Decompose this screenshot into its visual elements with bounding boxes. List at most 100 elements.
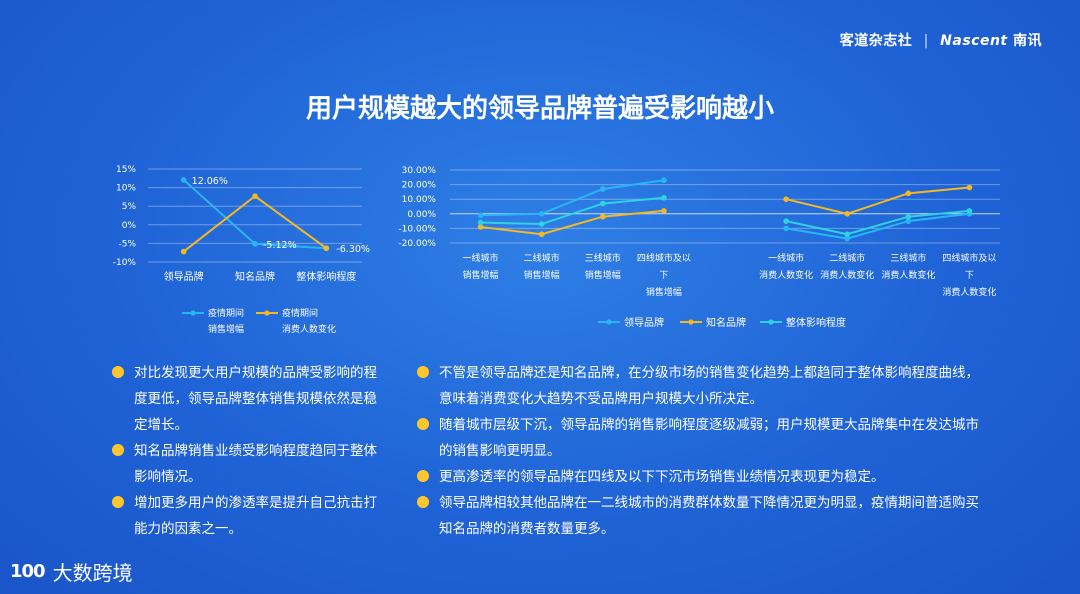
series-line xyxy=(785,209,970,236)
x-tick-label: 消费人数变化 xyxy=(820,269,874,281)
data-point xyxy=(905,190,912,197)
legend-marker xyxy=(768,319,774,325)
brand-en-cn: 南讯 xyxy=(1013,33,1042,49)
bullet-dot-icon xyxy=(112,496,124,508)
data-point xyxy=(905,213,912,220)
data-point xyxy=(538,211,545,217)
data-point xyxy=(783,225,789,232)
page-title: 用户规模越大的领导品牌普遍受影响越小 xyxy=(305,94,774,124)
y-tick-label: -5% xyxy=(118,239,136,249)
x-tick-label: 消费人数变化 xyxy=(881,269,935,281)
data-label: -6.30% xyxy=(336,244,370,255)
legend-label: 整体影响程度 xyxy=(786,316,846,329)
y-tick-label: 10% xyxy=(116,184,136,194)
logo-text: 大数跨境 xyxy=(52,561,133,585)
bullet-item: 不管是领导品牌还是知名品牌，在分级市场的销售变化趋势上都趋同于整体影响程度曲线，… xyxy=(417,360,992,412)
data-point xyxy=(661,177,667,184)
legend-label: 领导品牌 xyxy=(624,316,664,329)
data-point xyxy=(966,208,973,214)
y-tick-label: 0.00% xyxy=(407,210,436,220)
bullet-text: 随着城市层级下沉，领导品牌的销售影响程度逐级减弱；用户规模更大品牌集中在发达城市… xyxy=(439,417,979,459)
brand-en: Nascent xyxy=(940,33,1008,49)
x-tick-label: 下 xyxy=(659,271,668,281)
data-point xyxy=(252,241,258,247)
bullet-text: 增加更多用户的渗透率是提升自己抗击打能力的因素之一。 xyxy=(134,495,377,537)
bullet-item: 增加更多用户的渗透率是提升自己抗击打能力的因素之一。 xyxy=(112,490,387,542)
series-line xyxy=(182,179,327,250)
y-tick-label: -10.00% xyxy=(398,224,436,234)
data-point xyxy=(844,231,851,238)
y-tick-label: -10% xyxy=(113,258,137,268)
bullet-item: 更高渗透率的领导品牌在四线及以下下沉市场销售业绩情况表现更为稳定。 xyxy=(417,464,992,490)
x-tick-label: 二线城市 xyxy=(829,252,865,264)
data-point xyxy=(599,200,606,207)
bullet-text: 领导品牌相较其他品牌在一二线城市的消费群体数量下降情况更为明显，疫情期间普适购买… xyxy=(439,495,979,537)
legend-marker xyxy=(190,310,196,316)
y-tick-label: 30.00% xyxy=(402,166,437,176)
bullet-dot-icon xyxy=(417,366,429,378)
x-tick-label: 销售增幅 xyxy=(524,269,560,281)
y-tick-label: 5% xyxy=(122,202,137,212)
bullet-item: 随着城市层级下沉，领导品牌的销售影响程度逐级减弱；用户规模更大品牌集中在发达城市… xyxy=(417,412,992,464)
data-point xyxy=(180,177,187,183)
bullet-dot-icon xyxy=(112,444,124,456)
x-tick-label: 领导品牌 xyxy=(164,270,204,283)
series-line xyxy=(785,186,970,215)
bullet-text: 知名品牌销售业绩受影响程度趋同于整体影响情况。 xyxy=(134,443,377,485)
footer-logo: 100 大数跨境 xyxy=(10,557,133,586)
bullets-left: 对比发现更大用户规模的品牌受影响的程度更低，领导品牌整体销售规模依然是稳定增长。… xyxy=(112,360,387,542)
x-tick-label: 下 xyxy=(965,271,974,281)
data-label: -5.12% xyxy=(263,240,297,251)
x-tick-label: 四线城市及以 xyxy=(942,252,996,264)
x-tick-label: 销售增幅 xyxy=(585,269,621,281)
data-point xyxy=(844,235,851,242)
data-label: 12.06% xyxy=(192,176,228,187)
bullet-dot-icon xyxy=(417,496,429,508)
series-line xyxy=(480,196,664,226)
y-tick-label: 20.00% xyxy=(402,181,437,191)
legend-label: 疫情期间 xyxy=(282,307,318,319)
series-line xyxy=(480,209,664,236)
x-tick-label: 消费人数变化 xyxy=(942,286,996,298)
legend-label: 疫情期间 xyxy=(208,307,244,319)
legend-label: 消费人数变化 xyxy=(282,323,336,335)
data-point xyxy=(844,211,851,217)
y-tick-label: 15% xyxy=(116,165,136,175)
bullet-dot-icon xyxy=(417,470,429,482)
data-point xyxy=(966,184,973,191)
data-point xyxy=(252,193,258,199)
bullet-text: 对比发现更大用户规模的品牌受影响的程度更低，领导品牌整体销售规模依然是稳定增长。 xyxy=(134,365,377,433)
chart-right: 30.00% 20.00% 10.00% 0.00% -10.00% -20.00% 一线城… xyxy=(398,166,1000,329)
data-point xyxy=(905,218,912,224)
x-tick-label: 三线城市 xyxy=(890,252,926,264)
bullet-text: 更高渗透率的领导品牌在四线及以下下沉市场销售业绩情况表现更为稳定。 xyxy=(439,469,885,485)
data-point xyxy=(180,248,187,255)
data-point xyxy=(477,224,484,230)
x-tick-label: 消费人数变化 xyxy=(759,269,813,281)
bullet-dot-icon xyxy=(112,366,124,378)
data-point xyxy=(661,208,667,214)
series-line xyxy=(785,212,970,240)
legend-label: 知名品牌 xyxy=(706,316,746,329)
data-point xyxy=(783,196,789,202)
series-line xyxy=(480,179,665,217)
x-tick-label: 知名品牌 xyxy=(235,270,275,283)
brand-header: 客道杂志社 | Nascent 南讯 xyxy=(840,30,1042,50)
y-tick-label: -20.00% xyxy=(398,239,436,249)
brand-separator: | xyxy=(923,33,929,49)
bullet-item: 领导品牌相较其他品牌在一二线城市的消费群体数量下降情况更为明显，疫情期间普适购买… xyxy=(417,490,992,542)
chart-left: 15% 10% 5% 0% -5% -10% 领导品牌 知名品牌 整体影响程度 12.06% -5.… xyxy=(113,165,370,335)
bullet-text: 不管是领导品牌还是知名品牌，在分级市场的销售变化趋势上都趋同于整体影响程度曲线，… xyxy=(439,365,979,407)
data-point xyxy=(783,218,789,224)
x-tick-label: 一线城市 xyxy=(768,252,804,264)
data-point xyxy=(323,245,330,252)
x-tick-label: 一线城市 xyxy=(463,252,499,264)
y-tick-label: 0% xyxy=(122,221,137,231)
legend-marker xyxy=(688,319,694,325)
x-tick-label: 四线城市及以 xyxy=(637,252,691,264)
bullet-item: 知名品牌销售业绩受影响程度趋同于整体影响情况。 xyxy=(112,438,387,490)
bullet-dot-icon xyxy=(417,418,429,430)
data-point xyxy=(599,213,606,220)
x-tick-label: 销售增幅 xyxy=(463,269,499,281)
legend-marker xyxy=(606,319,612,325)
